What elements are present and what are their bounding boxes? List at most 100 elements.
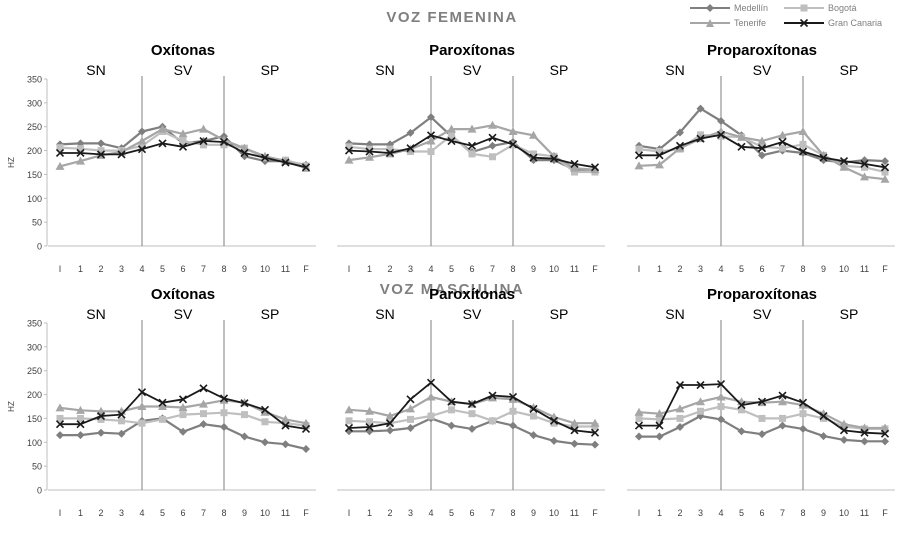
x-tick-label: 3 [698, 264, 703, 274]
data-point-medellin [488, 141, 497, 150]
legend-label-gran-canaria: Gran Canaria [828, 18, 882, 28]
x-tick-label: 4 [428, 508, 433, 518]
x-tick-label: 5 [160, 508, 165, 518]
x-tick-label: 4 [428, 264, 433, 274]
data-point-tenerife [76, 156, 85, 165]
data-point-tenerife [137, 402, 147, 410]
data-point-gran-canaria [696, 380, 705, 390]
legend-marker-medellin [706, 4, 714, 12]
data-point-tenerife [590, 418, 600, 427]
data-point-gran-canaria [860, 428, 869, 437]
data-point-bogota [407, 415, 414, 423]
series-tenerife [634, 126, 890, 183]
data-point-gran-canaria [737, 401, 746, 410]
data-point-medellin [550, 436, 558, 445]
data-point-tenerife [880, 423, 890, 432]
data-point-medellin [819, 432, 828, 441]
data-point-bogota [345, 417, 353, 425]
legend-marker-tenerife [706, 19, 714, 27]
y-axis-label: HZ [7, 401, 16, 412]
section-title-masculina: VOZ MASCULINA [380, 281, 525, 298]
region-label-sv: SV [753, 306, 772, 322]
data-point-tenerife [406, 404, 415, 413]
data-point-tenerife [696, 397, 705, 406]
data-point-gran-canaria [301, 424, 311, 433]
y-tick-label: 300 [27, 342, 42, 352]
series-tenerife [55, 395, 311, 427]
data-point-bogota [468, 150, 476, 158]
data-point-bogota [261, 418, 269, 426]
series-medellin [635, 104, 889, 167]
x-tick-label: F [303, 264, 309, 274]
data-point-gran-canaria [178, 142, 188, 151]
x-tick-label: 11 [570, 508, 579, 518]
data-point-gran-canaria [488, 391, 497, 400]
data-point-tenerife [880, 174, 890, 183]
legend-item-gran-canaria: Gran Canaria [784, 18, 882, 28]
panel-title: Oxítonas [151, 42, 215, 59]
chart-panel-masc-proparoxitonas: Proparoxítonas I 1 2 3 4 5 6 7 8 9 10 11 F SN SV SP [627, 286, 895, 518]
data-point-bogota [118, 417, 125, 425]
legend-item-tenerife: Tenerife [690, 18, 766, 28]
data-point-gran-canaria [301, 163, 311, 172]
x-tick-label: 6 [759, 508, 764, 518]
data-point-tenerife [55, 403, 65, 412]
data-point-gran-canaria [406, 395, 415, 404]
y-tick-label: 350 [27, 319, 42, 329]
data-point-medellin [758, 151, 766, 160]
panel-title: Proparoxítonas [707, 42, 817, 59]
data-point-medellin [427, 113, 435, 122]
data-point-tenerife [158, 124, 167, 133]
data-point-tenerife [55, 161, 65, 170]
y-axis-label: HZ [7, 157, 16, 168]
x-tick-label: 10 [260, 508, 270, 518]
data-point-tenerife [778, 397, 787, 406]
data-point-bogota [366, 418, 373, 426]
series-gran-canaria [55, 136, 311, 172]
x-tick-label: 11 [860, 508, 869, 518]
x-tick-label: 5 [739, 508, 744, 518]
region-label-sn: SN [375, 306, 394, 322]
chart-panel-fem-proparoxitonas: Proparoxítonas I 1 2 3 4 5 6 7 8 9 10 11 F SN SV SP [627, 42, 895, 274]
region-label-sv: SV [463, 306, 482, 322]
data-point-gran-canaria [655, 421, 664, 430]
data-point-tenerife [219, 395, 229, 404]
x-tick-label: 6 [469, 264, 474, 274]
x-tick-label: 9 [242, 508, 247, 518]
data-point-gran-canaria [158, 139, 167, 148]
data-point-gran-canaria [839, 426, 849, 435]
data-point-medellin [778, 421, 787, 430]
data-point-tenerife [467, 124, 477, 133]
data-point-medellin [635, 432, 643, 441]
data-point-tenerife [199, 399, 208, 408]
x-tick-label: 9 [821, 264, 826, 274]
data-point-tenerife [737, 132, 746, 141]
data-point-tenerife [199, 124, 208, 133]
data-point-medellin [240, 432, 249, 441]
data-point-gran-canaria [549, 416, 559, 425]
y-tick-label: 350 [27, 75, 42, 85]
data-point-gran-canaria [778, 391, 787, 400]
region-label-sv: SV [174, 306, 193, 322]
data-point-medellin [758, 430, 766, 439]
data-point-gran-canaria [240, 148, 249, 158]
x-tick-label: 1 [657, 508, 662, 518]
data-point-tenerife [675, 143, 685, 152]
region-label-sp: SP [840, 62, 859, 78]
x-tick-label: 10 [839, 264, 849, 274]
data-point-gran-canaria [757, 397, 767, 406]
data-point-tenerife [675, 404, 685, 413]
data-point-tenerife [590, 165, 600, 174]
data-point-medellin [261, 438, 269, 447]
data-point-gran-canaria [798, 147, 808, 156]
data-point-gran-canaria [675, 141, 685, 150]
data-point-gran-canaria [590, 163, 600, 172]
data-point-bogota [77, 145, 84, 153]
data-point-bogota [635, 414, 643, 422]
data-point-gran-canaria [798, 398, 808, 407]
x-tick-label: 6 [759, 264, 764, 274]
data-point-medellin [281, 440, 290, 449]
data-point-tenerife [385, 411, 395, 420]
data-point-medellin [860, 437, 869, 446]
data-point-tenerife [137, 136, 147, 145]
